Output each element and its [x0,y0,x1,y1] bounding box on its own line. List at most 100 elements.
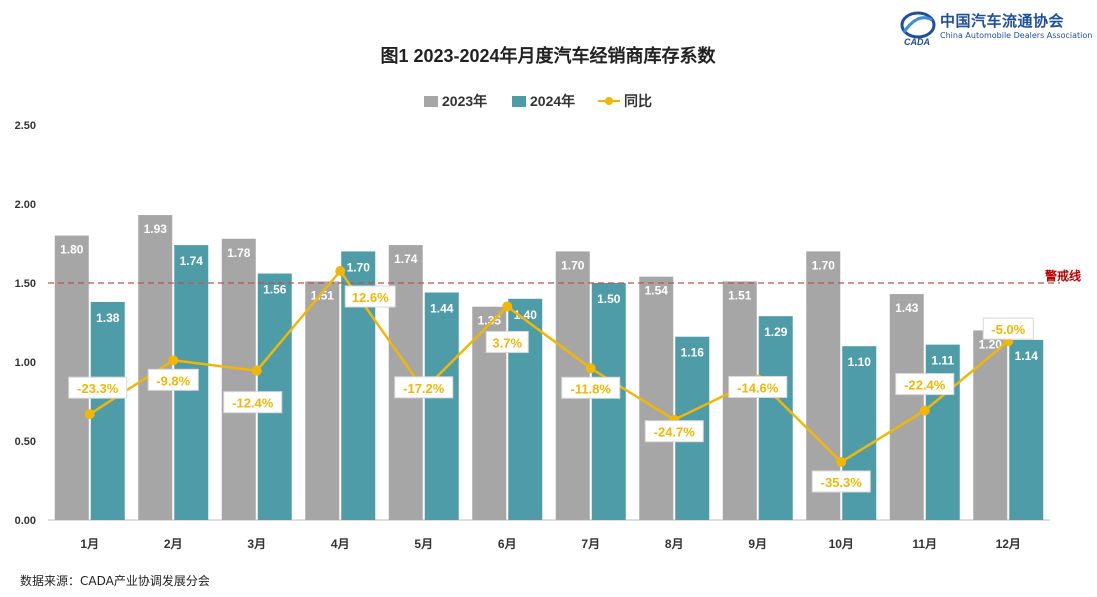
bar-2024 [591,283,626,520]
yoy-label-box [811,470,871,493]
y-tick-label: 0.00 [15,515,36,527]
yoy-marker [84,409,95,420]
yoy-label: -5.0% [991,322,1025,337]
bar-2024 [842,346,877,520]
y-tick-label: 0.50 [15,436,36,448]
yoy-label: -23.3% [77,381,119,396]
yoy-marker [585,363,596,374]
yoy-marker [919,405,930,416]
cada-logo-icon: CADA [900,11,936,47]
yoy-label-box [644,420,704,443]
yoy-label-box [982,317,1034,340]
y-tick-label: 1.00 [15,357,36,369]
yoy-label: 3.7% [492,335,522,350]
x-tick-label: 2月 [164,537,183,551]
yoy-label: 12.6% [352,290,389,305]
yoy-label-box [147,368,199,391]
x-tick-label: 12月 [996,537,1021,551]
bar-2023 [221,238,256,520]
data-label-2023: 1.93 [144,222,168,236]
legend-swatch-2023 [424,96,438,107]
x-tick-label: 4月 [331,537,350,551]
logo-name-cn: 中国汽车流通协会 [940,12,1065,30]
yoy-label: -12.4% [232,396,274,411]
yoy-label: -14.6% [737,380,779,395]
y-tick-label: 1.50 [15,278,36,290]
x-tick-label: 10月 [829,537,854,551]
yoy-label: -24.7% [654,425,696,440]
data-label-2024: 1.29 [764,325,788,339]
data-label-2023: 1.74 [394,252,418,266]
data-label-2024: 1.10 [848,355,872,369]
yoy-label-box [728,375,788,398]
legend-label-2023: 2023年 [442,93,487,109]
yoy-label-box [895,373,955,396]
chart-title: 图1 2023-2024年月度汽车经销商库存系数 [380,45,716,66]
yoy-marker [335,266,346,276]
logo-name-en: China Automobile Dealers Association [940,31,1093,40]
data-label-2024: 1.74 [180,254,204,268]
bar-2023 [138,215,173,520]
legend-swatch-2024 [512,96,526,107]
yoy-marker [168,355,179,366]
bar-2024 [1009,339,1044,520]
x-tick-label: 1月 [80,537,99,551]
bar-2023 [639,276,674,520]
y-tick-label: 2.00 [15,199,36,211]
yoy-label: -9.8% [156,373,190,388]
yoy-label: -22.4% [904,378,946,393]
data-label-2024: 1.38 [96,311,120,325]
legend-label-yoy: 同比 [624,93,652,109]
yoy-label-box [561,376,621,399]
data-label-2023: 1.54 [645,284,669,298]
data-label-2024: 1.14 [1015,349,1039,363]
data-label-2024: 1.40 [514,308,538,322]
data-label-2024: 1.56 [263,283,287,297]
x-tick-label: 8月 [665,537,684,551]
data-label-2024: 1.44 [430,301,454,315]
yoy-label-box [344,285,396,308]
bar-2024 [758,316,793,520]
data-label-2023: 1.80 [60,243,84,257]
data-label-2023: 1.70 [561,258,585,272]
data-label-2024: 1.16 [681,346,705,360]
yoy-label-box [68,376,128,399]
bar-2023 [889,294,924,520]
x-tick-label: 9月 [748,537,767,551]
yoy-marker [836,457,847,467]
x-tick-label: 11月 [912,537,937,551]
data-label-2023: 1.43 [895,301,919,315]
legend-marker-yoy [605,97,613,105]
data-label-2023: 1.70 [812,258,836,272]
yoy-line [89,268,1010,464]
data-label-2023: 1.20 [979,337,1003,351]
yoy-label-box [394,376,454,399]
legend-label-2024: 2024年 [530,93,575,109]
x-tick-label: 3月 [247,537,266,551]
x-tick-label: 7月 [581,537,600,551]
yoy-marker [251,365,262,376]
data-label-2024: 1.11 [931,354,954,368]
svg-text:CADA: CADA [904,37,930,47]
yoy-label: -17.2% [403,381,445,396]
x-tick-label: 6月 [498,537,517,551]
yoy-label-box [485,330,529,353]
y-tick-label: 2.50 [15,120,36,132]
cada-logo: CADA 中国汽车流通协会 China Automobile Dealers A… [898,8,1092,48]
data-label-2023: 1.78 [227,246,251,260]
source-note: 数据来源：CADA产业协调发展分会 [20,574,210,588]
yoy-marker [502,301,513,312]
data-label-2024: 1.50 [597,292,621,306]
warning-line-label: 警戒线 [1044,268,1081,283]
yoy-label-box [223,391,283,414]
data-label-2024: 1.70 [347,260,371,274]
yoy-label: -11.8% [571,381,612,396]
bar-2023 [305,281,340,520]
bar-2023 [722,281,757,520]
bar-2024 [925,344,960,520]
bar-2023 [973,330,1008,520]
x-tick-label: 5月 [414,537,433,551]
yoy-label: -35.3% [821,475,863,490]
bar-2024 [424,292,459,520]
